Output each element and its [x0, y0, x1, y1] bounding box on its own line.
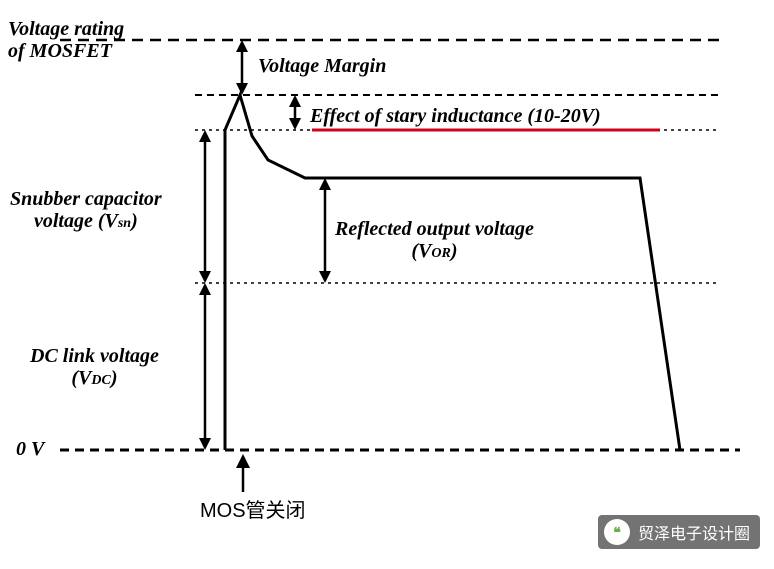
label-reflected: Reflected output voltage (VOR)	[335, 218, 534, 262]
watermark: ❝ 贸泽电子设计圈	[598, 515, 760, 549]
label-margin: Voltage Margin	[258, 55, 386, 77]
watermark-text: 贸泽电子设计圈	[638, 520, 750, 544]
label-zero: 0 V	[16, 438, 44, 460]
label-voltage-rating: Voltage rating of MOSFET	[8, 18, 124, 62]
label-stray: Effect of stary inductance (10-20V)	[310, 105, 601, 127]
label-snubber: Snubber capacitor voltage (Vsn)	[10, 188, 162, 232]
watermark-logo-icon: ❝	[604, 519, 630, 545]
label-mos-off: MOS管关闭	[200, 500, 306, 522]
label-dclink: DC link voltage (VDC)	[30, 345, 159, 389]
voltage-diagram	[0, 0, 774, 569]
